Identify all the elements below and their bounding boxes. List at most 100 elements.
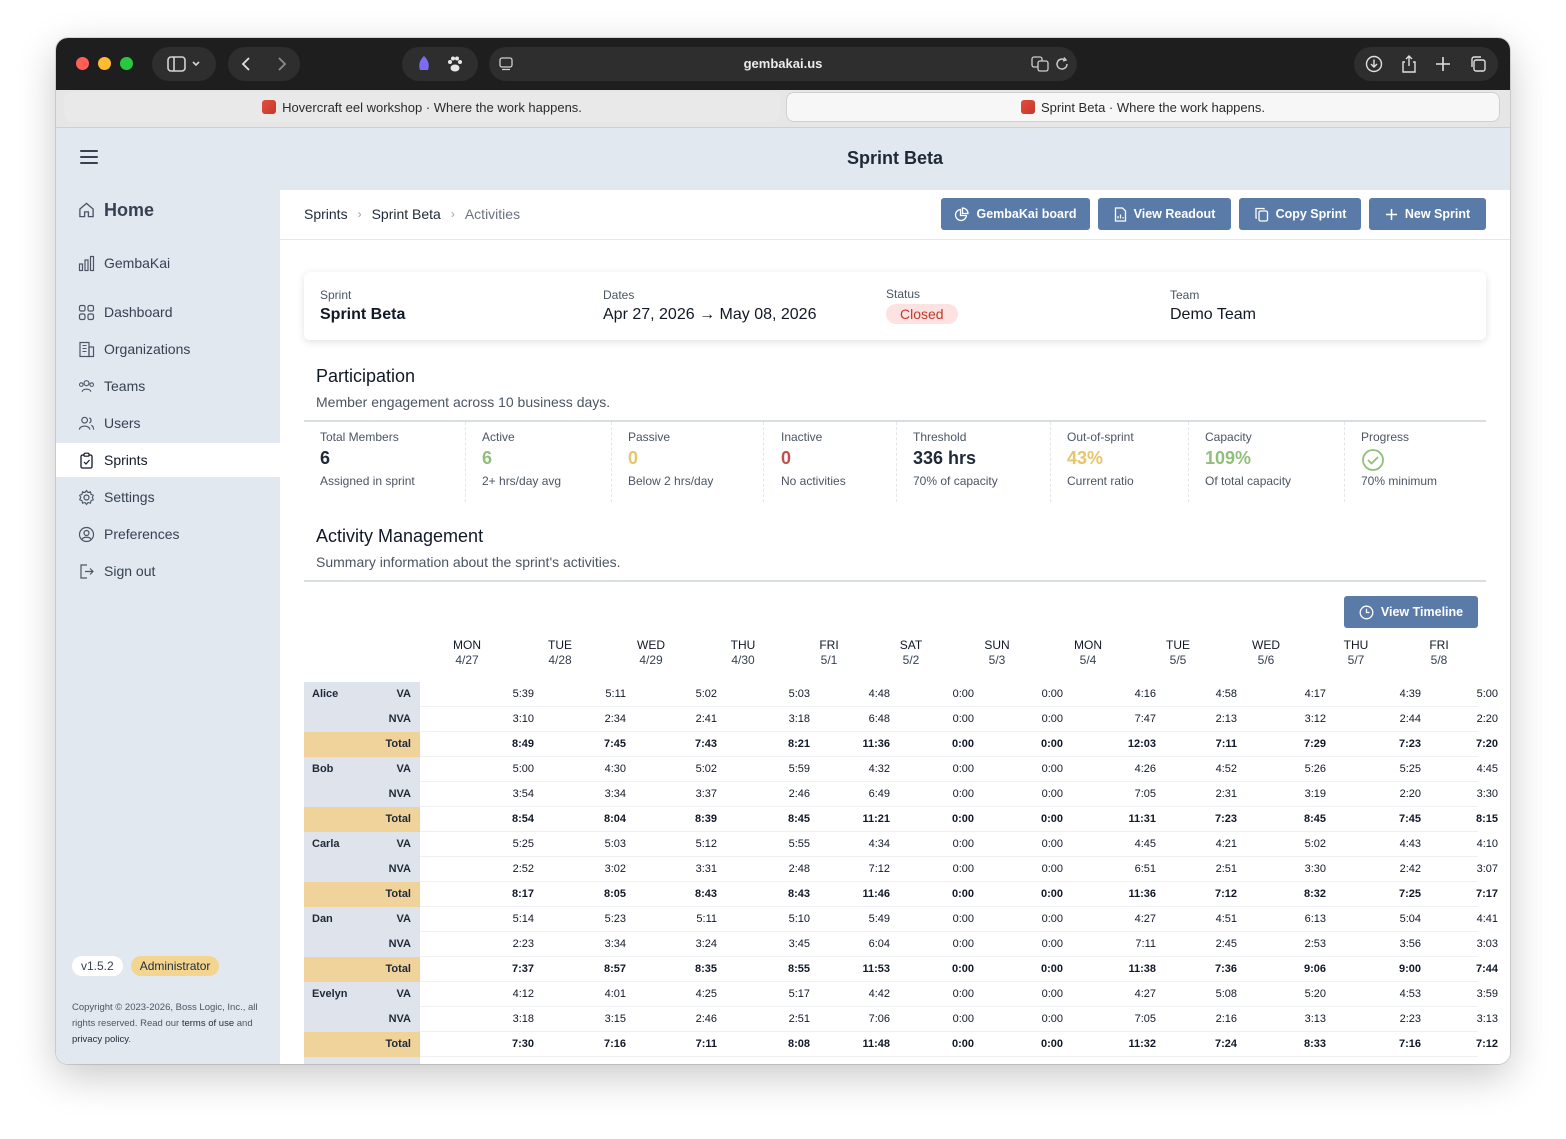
- time-cell: 7:12: [1475, 1038, 1498, 1050]
- time-cell: 0:00: [1041, 863, 1063, 875]
- sidebar-item-dashboard[interactable]: Dashboard: [56, 295, 280, 329]
- row-type: VA: [396, 913, 411, 925]
- time-cell: 0:00: [952, 713, 974, 725]
- sidebar-item-gembakai[interactable]: GembaKai: [56, 246, 280, 280]
- time-cell: 0:00: [1041, 913, 1063, 925]
- time-cell: 5:03: [788, 688, 810, 700]
- reload-icon[interactable]: [1055, 57, 1069, 71]
- time-cell: 11:46: [862, 888, 890, 900]
- row-label-cell: NVA: [304, 932, 420, 957]
- paw-icon[interactable]: [446, 55, 464, 73]
- plus-icon: [1385, 208, 1397, 220]
- day-of-week: WED: [1252, 638, 1280, 652]
- time-cell: 6:13: [1304, 913, 1326, 925]
- status-field: Status Closed: [886, 287, 958, 324]
- sidebar-toggle-button[interactable]: [152, 47, 216, 81]
- sprint-label: Sprint: [320, 288, 352, 302]
- users-icon: [78, 415, 95, 432]
- time-cell: 2:48: [788, 863, 810, 875]
- stat-sub: Below 2 hrs/day: [628, 474, 714, 488]
- share-icon[interactable]: [1401, 55, 1417, 73]
- breadcrumb-current: Activities: [464, 206, 521, 222]
- time-cell: 9:00: [1398, 963, 1421, 975]
- sidebar-item-home[interactable]: Home: [56, 193, 280, 227]
- stat-value: 6: [482, 448, 493, 468]
- time-cell: 7:12: [868, 863, 890, 875]
- time-cell: 3:12: [1304, 713, 1326, 725]
- address-bar[interactable]: gembakai.us: [489, 47, 1077, 81]
- table-row: Total 8:49 7:45 7:43 8:21 11:36 0:00 0:00 12:03 7…: [304, 732, 1498, 757]
- view-timeline-button[interactable]: View Timeline: [1344, 596, 1478, 628]
- breadcrumb-sprint[interactable]: Sprint Beta: [371, 206, 441, 222]
- row-type: VA: [396, 988, 411, 1000]
- copy-sprint-button[interactable]: Copy Sprint: [1239, 198, 1361, 230]
- activity-title: Activity Management: [316, 526, 484, 546]
- forward-icon[interactable]: [273, 56, 289, 72]
- browser-tab[interactable]: Hovercraft eel workshop · Where the work…: [64, 92, 780, 122]
- row-type: VA: [396, 688, 411, 700]
- sidebar-item-preferences[interactable]: Preferences: [56, 517, 280, 551]
- table-row: NVA 3:54 3:34 3:37 2:46 6:49 0:00 0:00 7:05 2:31 3…: [304, 782, 1498, 807]
- button-label: GembaKai board: [976, 207, 1077, 221]
- sidebar-item-organizations[interactable]: Organizations: [56, 332, 280, 366]
- time-cell: 7:29: [1303, 738, 1326, 750]
- download-icon[interactable]: [1365, 55, 1383, 73]
- time-cell: 0:00: [951, 963, 974, 975]
- time-cell: 6:04: [868, 938, 890, 950]
- sidebar-item-label: Organizations: [104, 341, 191, 357]
- tab-overview-icon[interactable]: [1469, 55, 1487, 73]
- extension-icon[interactable]: [416, 55, 432, 73]
- time-cell: 7:11: [695, 1038, 717, 1050]
- time-cell: 0:00: [1040, 1038, 1063, 1050]
- translate-icon[interactable]: [1031, 56, 1049, 72]
- time-cell: 7:05: [1134, 1013, 1156, 1025]
- menu-icon[interactable]: [80, 150, 98, 164]
- sidebar-item-users[interactable]: Users: [56, 406, 280, 440]
- privacy-link[interactable]: privacy policy: [72, 1034, 129, 1045]
- day-header: TUE 5/5: [1148, 638, 1208, 672]
- sidebar-item-teams[interactable]: Teams: [56, 369, 280, 403]
- new-sprint-button[interactable]: New Sprint: [1369, 198, 1486, 230]
- app: Sprint Beta Home GembaKai Dashboard Orga…: [56, 128, 1510, 1064]
- time-cell: 5:00: [512, 763, 534, 775]
- time-cell: 7:37: [511, 963, 534, 975]
- view-readout-button[interactable]: View Readout: [1098, 198, 1231, 230]
- time-cell: 6:48: [868, 713, 890, 725]
- gembakai-board-button[interactable]: GembaKai board: [941, 198, 1090, 230]
- day-of-week: WED: [637, 638, 665, 652]
- button-label: View Readout: [1133, 207, 1216, 221]
- close-window-button[interactable]: [76, 57, 89, 70]
- terms-link[interactable]: terms of use: [181, 1018, 235, 1029]
- sidebar-item-label: GembaKai: [104, 255, 171, 271]
- zoom-window-button[interactable]: [120, 57, 133, 70]
- status-badge: Closed: [886, 304, 958, 324]
- stat-passive: Passive 0 Below 2 hrs/day: [612, 422, 764, 502]
- time-cell: 7:43: [694, 738, 717, 750]
- new-tab-icon[interactable]: [1435, 56, 1451, 72]
- time-cell: 3:31: [695, 863, 717, 875]
- main-content: Sprints › Sprint Beta › Activities Gemba…: [280, 190, 1510, 1064]
- minimize-window-button[interactable]: [98, 57, 111, 70]
- day-header: TUE 4/28: [530, 638, 590, 672]
- sidebar-item-sign-out[interactable]: Sign out: [56, 554, 280, 588]
- breadcrumb-sprints[interactable]: Sprints: [304, 206, 348, 222]
- sidebar-item-settings[interactable]: Settings: [56, 480, 280, 514]
- row-type: NVA: [388, 863, 411, 875]
- browser-window: gembakai.us Hovercraft eel workshop · Wh…: [56, 38, 1510, 1064]
- time-cell: 2:41: [695, 713, 717, 725]
- table-row: Alice VA 5:39 5:11 5:02 5:03 4:48 0:00 0:00 4:16 4…: [304, 682, 1498, 707]
- day-of-week: TUE: [548, 638, 572, 652]
- row-type: Total: [385, 1038, 411, 1050]
- sidebar-item-label: Sign out: [104, 563, 156, 579]
- back-icon[interactable]: [239, 56, 255, 72]
- member-name: Evelyn: [312, 988, 348, 1000]
- reader-icon[interactable]: [499, 57, 513, 71]
- sidebar-item-label: Preferences: [104, 526, 180, 542]
- row-type: NVA: [388, 713, 411, 725]
- table-row: NVA 2:23 3:34 3:24 3:45 6:04 0:00 0:00 7:11 2:45 2…: [304, 932, 1498, 957]
- time-cell: 2:45: [1215, 938, 1237, 950]
- stat-label: Total Members: [320, 430, 399, 444]
- browser-tab-active[interactable]: Sprint Beta · Where the work happens.: [786, 92, 1500, 122]
- time-cell: 0:00: [1041, 788, 1063, 800]
- sidebar-item-sprints[interactable]: Sprints: [56, 443, 280, 477]
